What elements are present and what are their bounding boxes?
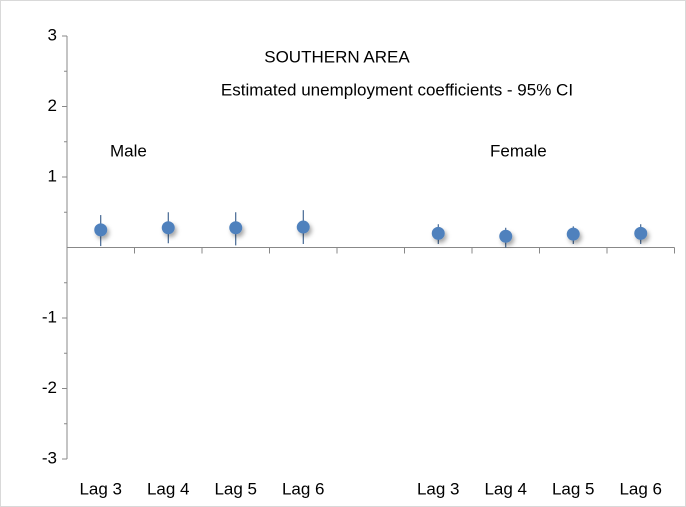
x-tick-label: Lag 5 [552,479,595,498]
annotation: Female [490,141,547,160]
y-tick-label: 2 [48,96,57,115]
x-tick-label: Lag 3 [79,479,122,498]
x-tick-label: Lag 4 [484,479,527,498]
chart-title: SOUTHERN AREA [264,47,410,66]
x-tick-label: Lag 5 [214,479,257,498]
x-tick-label: Lag 3 [417,479,460,498]
y-tick-label: -2 [42,378,57,397]
point [94,223,108,237]
y-tick-label: -3 [42,448,57,467]
point [229,221,243,235]
y-tick-label: 1 [48,166,57,185]
point [499,229,513,243]
point [296,220,310,234]
annotation: Male [110,141,147,160]
y-tick-label: 3 [48,25,57,44]
x-tick-label: Lag 6 [619,479,662,498]
point [566,227,580,241]
x-tick-label: Lag 4 [147,479,190,498]
point [431,226,445,240]
point [161,221,175,235]
point [634,226,648,240]
chart-subtitle: Estimated unemployment coefficients - 95… [221,80,573,99]
x-tick-label: Lag 6 [282,479,325,498]
y-tick-label: -1 [42,307,57,326]
